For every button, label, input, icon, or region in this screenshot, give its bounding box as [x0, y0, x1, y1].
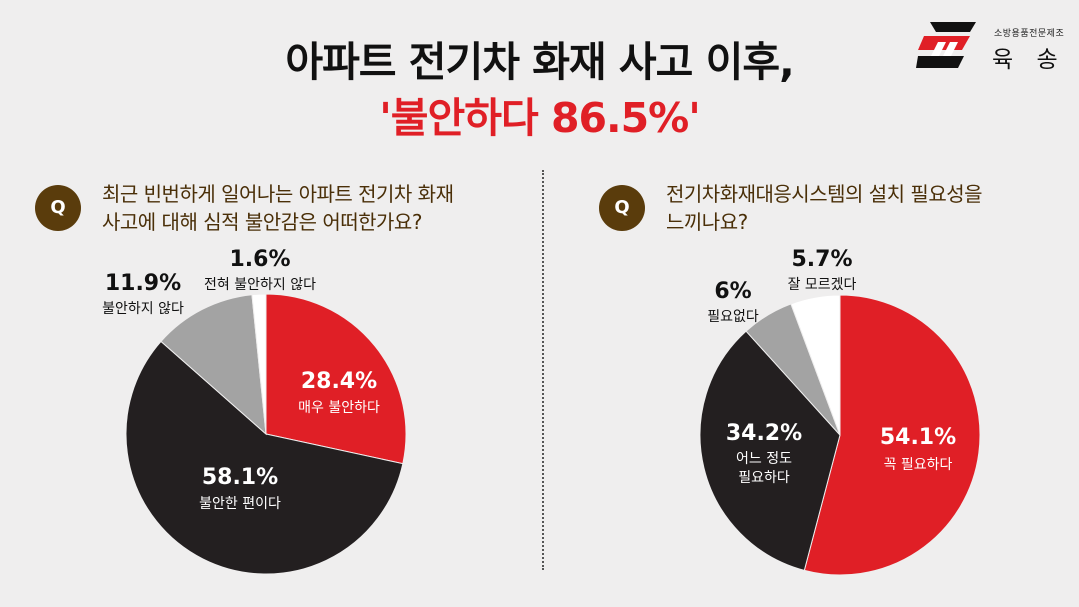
pie-1-value-label-3: 11.9%	[105, 271, 181, 296]
pie-2-value-label-3: 6%	[714, 279, 751, 304]
section-divider	[542, 170, 544, 570]
pie-1-value-label-2: 58.1%	[202, 465, 278, 490]
pie-2-category-label-3: 필요없다	[707, 309, 759, 325]
pie-2-value-label-4: 5.7%	[791, 247, 852, 272]
question-left-line2: 사고에 대해 심적 불안감은 어떠한가요?	[102, 210, 422, 234]
logo-mark-icon	[916, 22, 976, 68]
page-title: 아파트 전기차 화재 사고 이후,	[285, 38, 794, 86]
pie-1-category-label-3: 불안하지 않다	[102, 301, 184, 317]
pie-2-category-label-2: 어느 정도	[736, 451, 792, 467]
pie-2-slice-2	[699, 330, 841, 571]
pie-1-slice-4	[251, 293, 267, 435]
question-badge-right: Q	[599, 185, 645, 231]
question-text-right: 전기차화재대응시스템의 설치 필요성을 느끼나요?	[666, 180, 1046, 236]
question-text-left: 최근 빈번하게 일어나는 아파트 전기차 화재 사고에 대해 심적 불안감은 어…	[102, 180, 522, 236]
pie-1-slice-1	[265, 293, 407, 465]
pie-2-value-label-2: 34.2%	[726, 421, 802, 446]
pie-2-category-label-2: 필요하다	[738, 470, 790, 486]
pie-2-slice-1	[803, 294, 981, 576]
pie-1-value-label-1: 28.4%	[301, 369, 377, 394]
pie-1-category-label-2: 불안한 편이다	[199, 496, 281, 512]
pie-2-category-label-4: 잘 모르겠다	[788, 277, 857, 293]
logo-tagline: 소방용품전문제조	[994, 29, 1065, 39]
page-headline-stat: '불안하다 86.5%'	[379, 94, 701, 142]
pie-2-category-label-1: 꼭 필요하다	[884, 457, 953, 473]
pie-1-category-label-1: 매우 불안하다	[298, 400, 380, 416]
pie-1-slice-3	[160, 294, 267, 436]
pie-2-slice-4	[790, 294, 841, 436]
question-badge-left: Q	[35, 185, 81, 231]
question-left-line1: 최근 빈번하게 일어나는 아파트 전기차 화재	[102, 182, 454, 206]
pie-1-category-label-4: 전혀 불안하지 않다	[204, 277, 316, 293]
pie-1-value-label-4: 1.6%	[229, 247, 290, 272]
question-right-line1: 전기차화재대응시스템의 설치 필요성을	[666, 182, 983, 206]
pie-2-value-label-1: 54.1%	[880, 425, 956, 450]
brand-logo: 소방용품전문제조 육 송	[916, 20, 1066, 75]
logo-name: 육 송	[992, 47, 1066, 73]
pie-1-slice-2	[125, 340, 404, 575]
question-right-line2: 느끼나요?	[666, 210, 748, 234]
